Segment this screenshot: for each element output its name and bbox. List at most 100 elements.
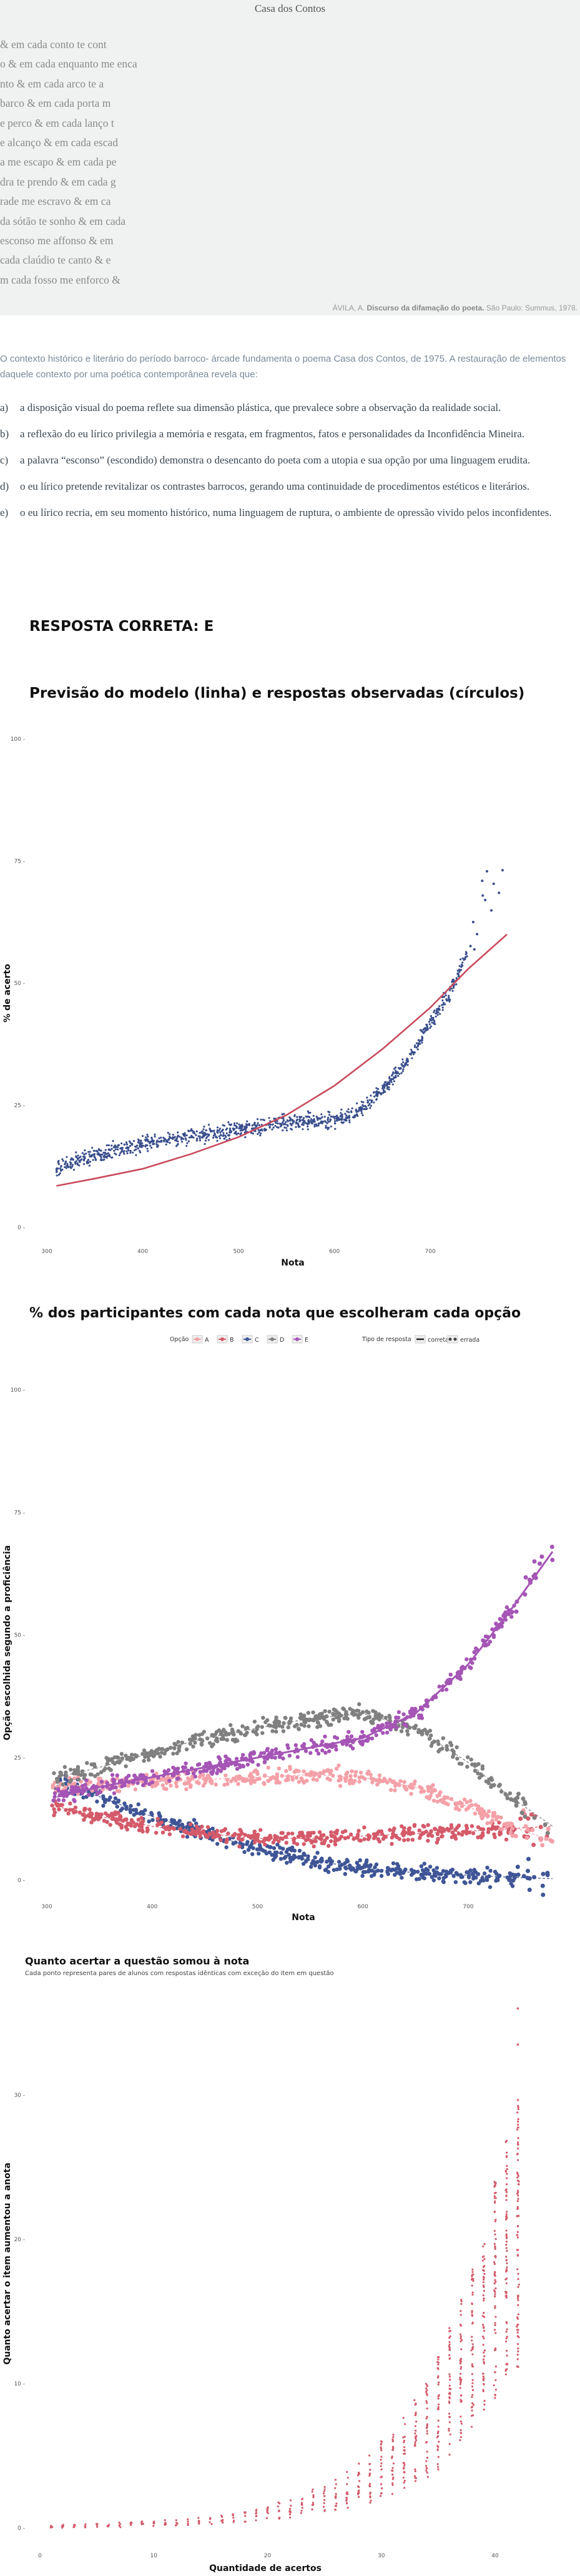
gain-point [415, 2437, 417, 2440]
gain-point [459, 2383, 461, 2385]
observed-point [438, 1005, 441, 1008]
gain-point [118, 2524, 120, 2527]
observed-point [315, 1124, 318, 1127]
legend-type-correta: correta [428, 1337, 449, 1344]
gain-point [506, 2177, 508, 2179]
point-D [283, 1716, 288, 1720]
point-D [486, 1779, 491, 1783]
gain-point [311, 2490, 313, 2493]
observed-point [305, 1115, 307, 1118]
point-C [470, 1871, 474, 1876]
point-B [362, 1837, 366, 1841]
point-D [61, 1782, 66, 1786]
observed-point [406, 1058, 409, 1061]
legend-option-B: B [230, 1337, 234, 1344]
observed-point [187, 1129, 190, 1132]
point-A [337, 1763, 341, 1768]
gain-point [471, 2268, 474, 2271]
gain-point [380, 2442, 383, 2445]
observed-point [129, 1145, 132, 1147]
gain-point [516, 2007, 519, 2010]
observed-point [93, 1149, 96, 1152]
observed-point [115, 1153, 117, 1156]
point-A [174, 1784, 179, 1789]
gain-point [460, 2300, 463, 2302]
observed-point [446, 999, 450, 1001]
gain-point [460, 2399, 462, 2401]
gain-point [301, 2507, 303, 2509]
observed-point [341, 1113, 343, 1116]
gain-point [50, 2525, 52, 2527]
point-E [166, 1768, 171, 1773]
point-D [331, 1712, 335, 1716]
gain-point [426, 2430, 428, 2432]
observed-point [268, 1126, 271, 1128]
observed-point [149, 1141, 152, 1144]
point-B [411, 1831, 415, 1835]
gain-point [516, 2143, 519, 2146]
observed-point [362, 1101, 365, 1104]
point-C [421, 1869, 426, 1873]
point-B [263, 1842, 267, 1847]
observed-point [263, 1119, 266, 1121]
observed-point [123, 1150, 125, 1152]
answer-options: a) a disposição visual do poema reflete s… [0, 400, 574, 520]
point-D [89, 1772, 94, 1777]
gain-point [494, 2255, 497, 2257]
point-E [114, 1785, 118, 1790]
observed-point [242, 1125, 244, 1127]
point-D [158, 1755, 162, 1759]
gain-point [323, 2499, 326, 2501]
gain-point [448, 2341, 451, 2344]
observed-point [441, 1009, 444, 1011]
observed-point [160, 1136, 162, 1139]
observed-point [219, 1131, 222, 1134]
point-C [301, 1861, 306, 1866]
point-E [219, 1769, 223, 1773]
point-D [281, 1729, 286, 1733]
point-C [317, 1864, 322, 1868]
point-B [252, 1840, 257, 1845]
observed-point [85, 1152, 87, 1155]
observed-point [385, 1081, 387, 1083]
gain-point [517, 2277, 519, 2281]
observed-point [302, 1122, 304, 1124]
observed-point [271, 1128, 273, 1131]
point-A [315, 1778, 319, 1782]
observed-point [129, 1149, 132, 1152]
observed-point [414, 1044, 416, 1047]
observed-point [123, 1143, 125, 1146]
chart2-line-D [57, 1713, 553, 1827]
observed-point [145, 1138, 148, 1141]
point-C [485, 1865, 489, 1870]
gain-point [505, 2213, 508, 2216]
observed-point [227, 1134, 230, 1137]
observed-point [358, 1108, 361, 1111]
point-A [360, 1775, 365, 1780]
observed-point [245, 1123, 248, 1126]
point-D [194, 1733, 198, 1737]
observed-point [302, 1117, 305, 1119]
point-A [236, 1781, 240, 1786]
point-A [476, 1806, 480, 1811]
chart1-y-tick: 25 - [14, 1103, 25, 1109]
gain-point [358, 2473, 360, 2475]
observed-point [320, 1113, 323, 1116]
gain-point [483, 2326, 485, 2328]
observed-point [350, 1111, 353, 1114]
option-letter: d) [0, 480, 9, 492]
legend-option-C: C [255, 1337, 259, 1344]
observed-point [107, 1144, 110, 1147]
point-E [455, 1675, 460, 1680]
point-B [486, 1827, 491, 1831]
point-A [402, 1780, 406, 1784]
point-A [348, 1781, 352, 1786]
point-A [162, 1786, 167, 1791]
gain-point [380, 2440, 383, 2443]
gain-point [438, 2440, 440, 2443]
point-E [549, 1544, 554, 1549]
gain-point [483, 2258, 486, 2261]
observed-point [84, 1157, 86, 1160]
observed-point [335, 1116, 337, 1118]
gain-point [403, 2449, 406, 2452]
